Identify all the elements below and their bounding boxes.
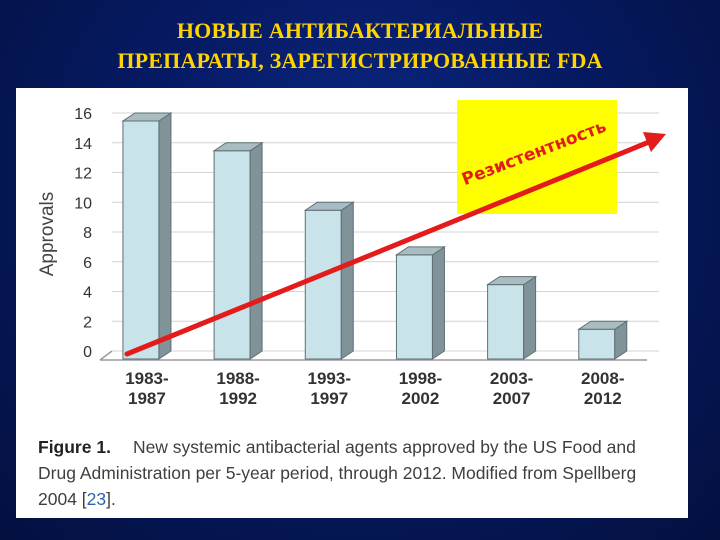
x-tick-label-line: 1997 <box>310 389 348 408</box>
bar-front <box>122 120 160 360</box>
x-tick-label-line: 1998- <box>399 369 442 388</box>
bar-side <box>249 141 263 360</box>
bar <box>121 112 173 360</box>
x-tick-label-line: 1983- <box>125 369 168 388</box>
bar-front <box>304 209 342 360</box>
caption-end: ]. <box>106 489 116 509</box>
y-axis-label: Approvals <box>37 192 58 277</box>
bar <box>212 141 264 360</box>
bar-top <box>303 201 355 211</box>
bar <box>394 245 447 360</box>
bar-top <box>121 112 173 122</box>
x-tick-label-line: 2003- <box>490 369 533 388</box>
x-tick-label: 1988-1992 <box>216 369 259 408</box>
resistance-trend-arrowhead <box>643 132 666 152</box>
bar <box>577 320 629 360</box>
axis-depth-line <box>99 350 113 361</box>
bar-top <box>212 142 264 152</box>
slide-title-line-2: ПРЕПАРАТЫ, ЗАРЕГИСТРИРОВАННЫЕ FDA <box>117 48 603 73</box>
bar-front <box>578 328 616 360</box>
bar-side <box>158 112 172 360</box>
bar-front <box>487 284 525 360</box>
x-tick-label: 1983-1987 <box>125 369 168 408</box>
resistance-trend-arrow-line <box>124 139 652 357</box>
bar-chart: 0 2 4 6 8 10 12 14 16 Approvals 1983-1987 1988-1992… <box>37 100 666 408</box>
bar-top <box>485 276 538 286</box>
x-tick-label-line: 2007 <box>493 389 531 408</box>
y-tick-label: 2 <box>83 314 92 331</box>
x-tick-label-line: 1987 <box>128 389 166 408</box>
x-tick-label: 1993-1997 <box>308 369 351 408</box>
x-tick-label: 2003-2007 <box>490 369 533 408</box>
x-tick-label-line: 1993- <box>308 369 351 388</box>
figure-panel: 0 2 4 6 8 10 12 14 16 Approvals 1983-1987 1988-1992… <box>16 88 688 518</box>
y-tick-label: 14 <box>74 136 92 153</box>
slide-title: НОВЫЕ АНТИБАКТЕРИАЛЬНЫЕ ПРЕПАРАТЫ, ЗАРЕГ… <box>0 16 720 76</box>
bar-top <box>577 320 629 330</box>
bar <box>485 275 538 360</box>
x-tick-label: 2008-2012 <box>581 369 624 408</box>
caption-text: New systemic antibacterial agents approv… <box>38 437 637 509</box>
y-tick-label: 16 <box>74 106 92 123</box>
y-tick-label: 6 <box>83 255 92 272</box>
bar-front <box>213 150 251 360</box>
caption-figure-label: Figure 1. <box>38 437 111 457</box>
bar-side <box>523 275 537 360</box>
x-tick-label: 1998-2002 <box>399 369 442 408</box>
resistance-callout-box <box>457 100 617 214</box>
figure-caption: Figure 1. New systemic antibacterial agen… <box>38 434 678 512</box>
y-tick-label: 8 <box>83 225 92 242</box>
slide-title-line-1: НОВЫЕ АНТИБАКТЕРИАЛЬНЫЕ <box>176 18 544 43</box>
y-tick-label: 0 <box>83 344 92 361</box>
x-tick-label-line: 2002 <box>402 389 440 408</box>
x-tick-label-line: 1988- <box>216 369 259 388</box>
bar <box>303 201 355 360</box>
bar-side <box>431 245 445 360</box>
caption-reference-link[interactable]: 23 <box>86 489 107 509</box>
x-tick-label-line: 1992 <box>219 389 257 408</box>
x-tick-label-line: 2008- <box>581 369 624 388</box>
bar-top <box>394 246 447 256</box>
y-tick-label: 10 <box>74 195 92 212</box>
x-tick-label-line: 2012 <box>584 389 622 408</box>
y-tick-label: 4 <box>83 285 92 302</box>
bar-side <box>340 201 354 360</box>
bar-front <box>395 254 433 360</box>
y-tick-label: 12 <box>74 166 92 183</box>
